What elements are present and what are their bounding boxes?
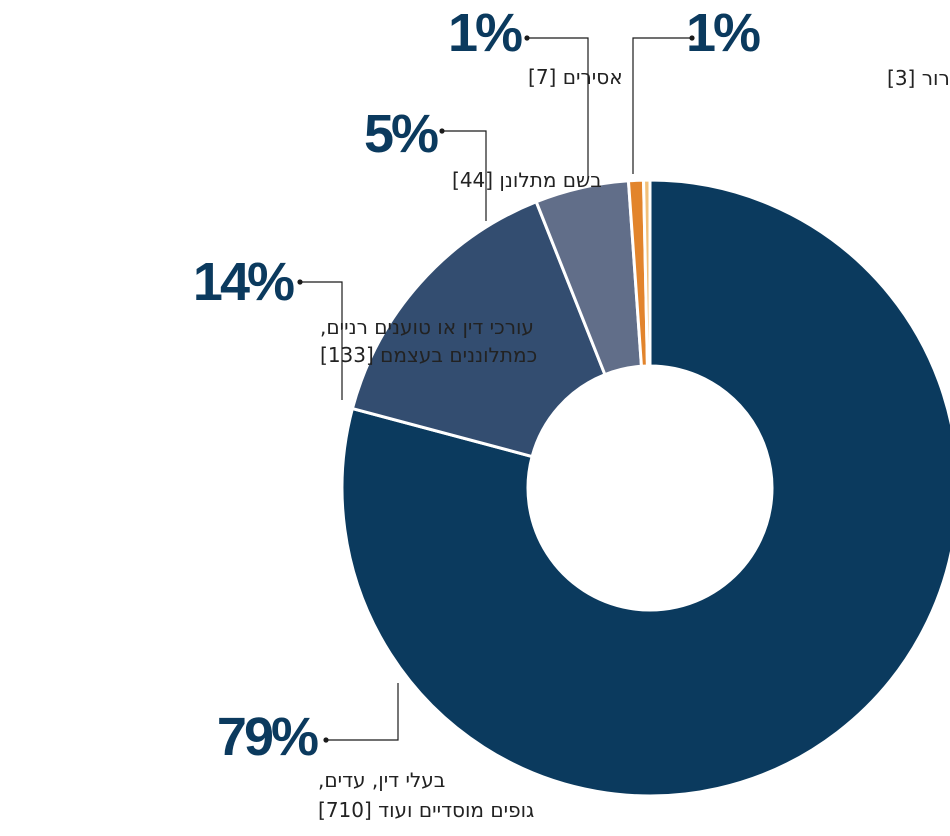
leader-line-1 [300,281,343,400]
slice-percent-label-1: 14% [193,252,294,312]
leader-dot-0 [323,737,329,743]
donut-slice-0 [340,178,950,798]
leader-line-4 [632,37,692,174]
donut-slice-1 [350,200,607,459]
leader-line-3 [527,37,589,178]
labels-layer: 79%בעלי דין, עדים, גופים מוסדיים ועוד [71… [193,3,950,822]
slice-percent-label-4: 1% [686,3,760,63]
leader-dot-2 [439,128,445,134]
slice-label-0-line-1: גופים מוסדיים ועוד [710] [318,798,534,822]
slice-percent-label-0: 79% [217,707,318,767]
slice-label-1-line-1: כמתלוננים בעצמם [133] [320,343,537,367]
leader-line-0 [326,683,399,741]
leaders-layer [297,35,695,743]
leader-line-2 [442,130,487,221]
slice-label-3-line-0: אסירים [7] [528,65,623,89]
slice-label-1-line-0: עורכי דין או טוענים רניים, [320,315,534,339]
donut-slice-4 [642,178,652,368]
leader-dot-1 [297,279,303,285]
leader-dot-3 [524,35,530,41]
slice-label-0-line-0: בעלי דין, עדים, [318,768,445,792]
slice-label-4-line-0: בקשות בירור [3] [887,66,950,90]
slice-percent-label-3: 1% [448,3,522,63]
slice-label-2-line-0: בשם מתלונן [44] [452,168,602,192]
leader-dot-4 [689,35,695,41]
slices-layer [340,178,950,798]
slice-percent-label-2: 5% [364,104,438,164]
